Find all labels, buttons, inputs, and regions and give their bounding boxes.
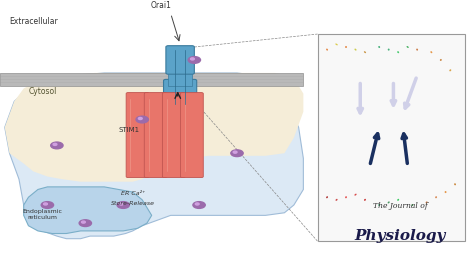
Ellipse shape — [445, 191, 447, 193]
FancyBboxPatch shape — [164, 79, 197, 108]
Circle shape — [193, 202, 205, 208]
Circle shape — [117, 202, 129, 208]
Polygon shape — [24, 187, 152, 233]
Ellipse shape — [355, 194, 356, 196]
Ellipse shape — [435, 196, 437, 198]
Ellipse shape — [449, 69, 451, 71]
Polygon shape — [5, 73, 303, 182]
Bar — [168, 73, 192, 86]
Ellipse shape — [411, 204, 413, 206]
Ellipse shape — [378, 204, 380, 206]
Circle shape — [44, 203, 47, 205]
Ellipse shape — [326, 48, 328, 51]
Text: Orai1: Orai1 — [151, 1, 172, 10]
Text: The Journal of: The Journal of — [373, 202, 428, 210]
Bar — [0, 73, 303, 86]
Ellipse shape — [345, 46, 347, 48]
Ellipse shape — [440, 59, 442, 61]
Text: Endoplasmic
reticulum: Endoplasmic reticulum — [23, 209, 63, 220]
Ellipse shape — [426, 201, 428, 204]
Circle shape — [119, 203, 123, 205]
FancyBboxPatch shape — [126, 92, 149, 178]
FancyBboxPatch shape — [163, 92, 185, 178]
Text: Store-Release: Store-Release — [111, 201, 155, 206]
Circle shape — [231, 150, 243, 157]
Text: Extracellular: Extracellular — [9, 17, 58, 26]
Ellipse shape — [335, 43, 338, 45]
Ellipse shape — [397, 199, 399, 201]
Ellipse shape — [345, 196, 347, 198]
Ellipse shape — [397, 51, 399, 53]
Ellipse shape — [416, 48, 418, 51]
Ellipse shape — [336, 199, 337, 201]
Circle shape — [136, 116, 148, 123]
Ellipse shape — [407, 46, 409, 48]
Ellipse shape — [326, 196, 328, 198]
Circle shape — [82, 221, 85, 223]
Circle shape — [191, 58, 194, 60]
Text: STIM1: STIM1 — [118, 128, 140, 133]
Ellipse shape — [454, 183, 456, 185]
FancyBboxPatch shape — [318, 34, 465, 241]
Text: ER Ca²⁺: ER Ca²⁺ — [120, 191, 145, 196]
Circle shape — [195, 203, 199, 205]
Ellipse shape — [388, 201, 390, 203]
Circle shape — [79, 220, 91, 227]
Circle shape — [51, 142, 63, 149]
Circle shape — [53, 143, 57, 145]
Ellipse shape — [430, 51, 432, 53]
Ellipse shape — [378, 46, 380, 48]
Circle shape — [41, 202, 54, 208]
Circle shape — [188, 57, 201, 63]
Text: Physiology: Physiology — [355, 229, 446, 243]
Text: Cytosol: Cytosol — [28, 87, 57, 96]
Ellipse shape — [364, 51, 366, 53]
Ellipse shape — [355, 48, 356, 51]
FancyBboxPatch shape — [166, 46, 194, 74]
FancyBboxPatch shape — [144, 92, 167, 178]
Circle shape — [138, 117, 142, 119]
FancyBboxPatch shape — [181, 92, 203, 178]
Circle shape — [233, 151, 237, 153]
Ellipse shape — [388, 48, 390, 51]
Polygon shape — [5, 73, 303, 239]
Ellipse shape — [364, 199, 366, 201]
